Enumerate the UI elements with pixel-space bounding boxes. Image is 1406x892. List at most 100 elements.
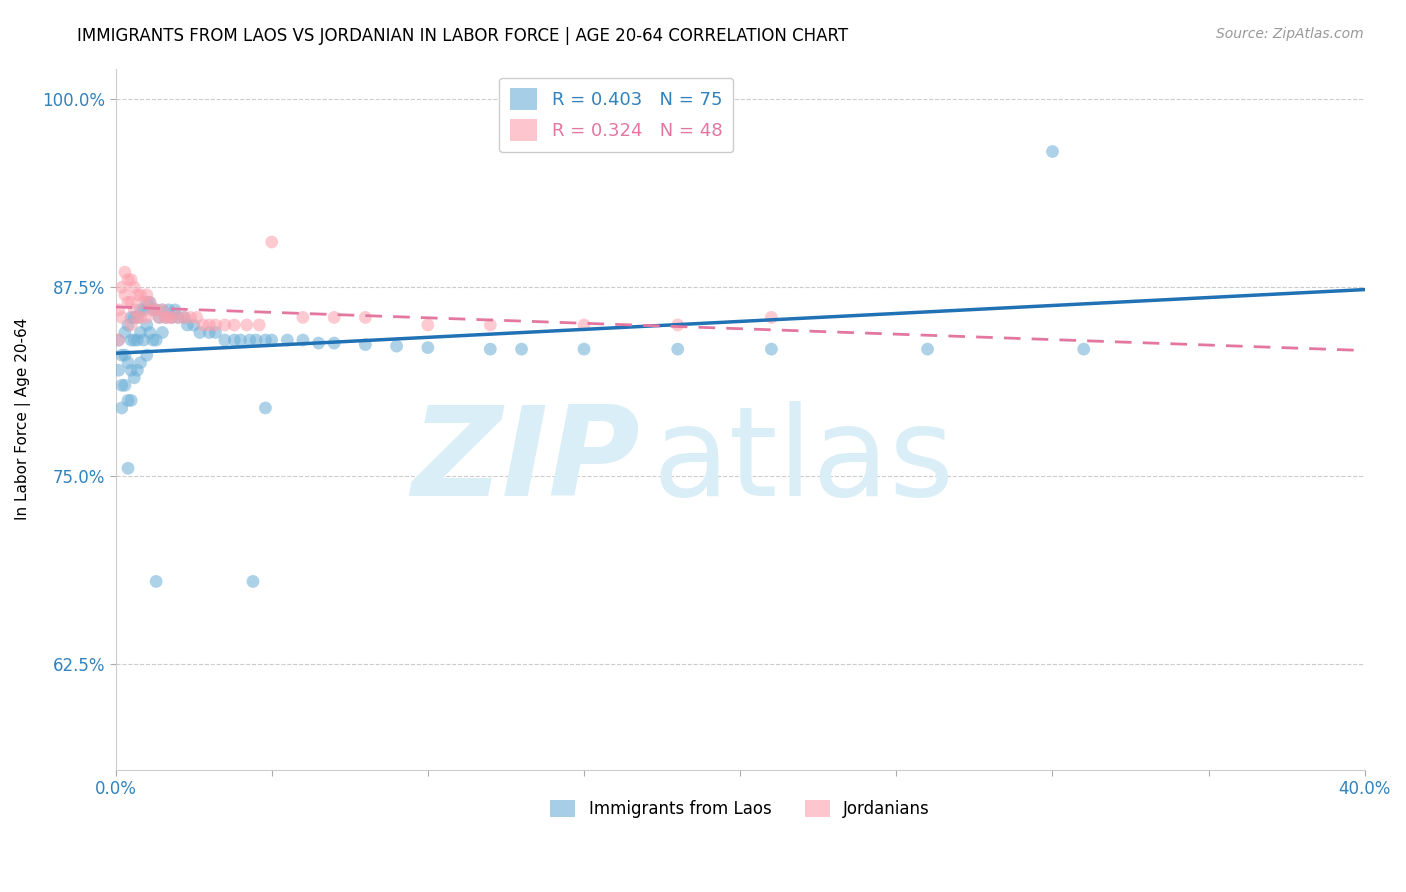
Point [354,337,377,351]
Point [198,318,221,332]
Point [229,333,252,347]
Point [145,333,167,347]
Point [235,318,257,332]
Point [148,310,170,325]
Point [142,302,165,317]
Point [114,326,136,340]
Point [150,326,173,340]
Point [160,310,183,325]
Point [129,326,152,340]
Point [157,310,180,325]
Point [120,273,142,287]
Point [416,341,439,355]
Point [173,310,195,325]
Legend: Immigrants from Laos, Jordanians: Immigrants from Laos, Jordanians [544,793,936,825]
Point [107,333,129,347]
Point [135,287,157,301]
Point [385,339,408,353]
Point [111,280,134,294]
Point [666,342,689,356]
Point [291,310,314,325]
Text: atlas: atlas [652,401,955,522]
Point [120,393,142,408]
Point [145,302,167,317]
Point [142,302,165,317]
Point [139,326,162,340]
Point [163,302,186,317]
Point [150,302,173,317]
Point [155,310,177,325]
Point [276,333,298,347]
Point [117,393,139,408]
Point [145,574,167,589]
Point [127,310,149,325]
Point [155,310,177,325]
Point [111,348,134,362]
Point [117,356,139,370]
Point [214,333,236,347]
Point [761,342,783,356]
Point [224,333,246,347]
Point [323,336,346,351]
Point [107,363,129,377]
Point [114,287,136,301]
Point [291,333,314,347]
Point [260,333,283,347]
Point [127,287,149,301]
Point [135,348,157,362]
Point [245,333,267,347]
Point [129,310,152,325]
Point [260,235,283,249]
Point [179,310,201,325]
Point [117,318,139,332]
Point [117,273,139,287]
Point [572,318,595,332]
Point [111,401,134,415]
Point [132,333,155,347]
Point [129,287,152,301]
Point [666,318,689,332]
Point [148,310,170,325]
Point [129,302,152,317]
Point [761,310,783,325]
Point [186,310,208,325]
Point [157,302,180,317]
Point [120,318,142,332]
Point [1042,145,1064,159]
Point [160,310,183,325]
Point [135,295,157,310]
Point [354,310,377,325]
Point [1073,342,1095,356]
Point [183,318,205,332]
Point [510,342,533,356]
Point [107,333,129,347]
Point [239,333,262,347]
Point [135,318,157,332]
Point [127,310,149,325]
Point [214,318,236,332]
Point [167,310,190,325]
Point [122,302,145,317]
Point [114,265,136,279]
Point [188,326,211,340]
Point [114,348,136,362]
Point [167,310,190,325]
Point [111,378,134,392]
Point [120,295,142,310]
Point [129,356,152,370]
Point [176,318,198,332]
Text: Source: ZipAtlas.com: Source: ZipAtlas.com [1216,27,1364,41]
Point [479,342,502,356]
Point [117,461,139,475]
Point [139,295,162,310]
Point [917,342,939,356]
Point [122,371,145,385]
Point [242,574,264,589]
Point [308,336,330,351]
Point [254,333,277,347]
Point [145,302,167,317]
Point [120,333,142,347]
Point [122,333,145,347]
Point [127,363,149,377]
Point [479,318,502,332]
